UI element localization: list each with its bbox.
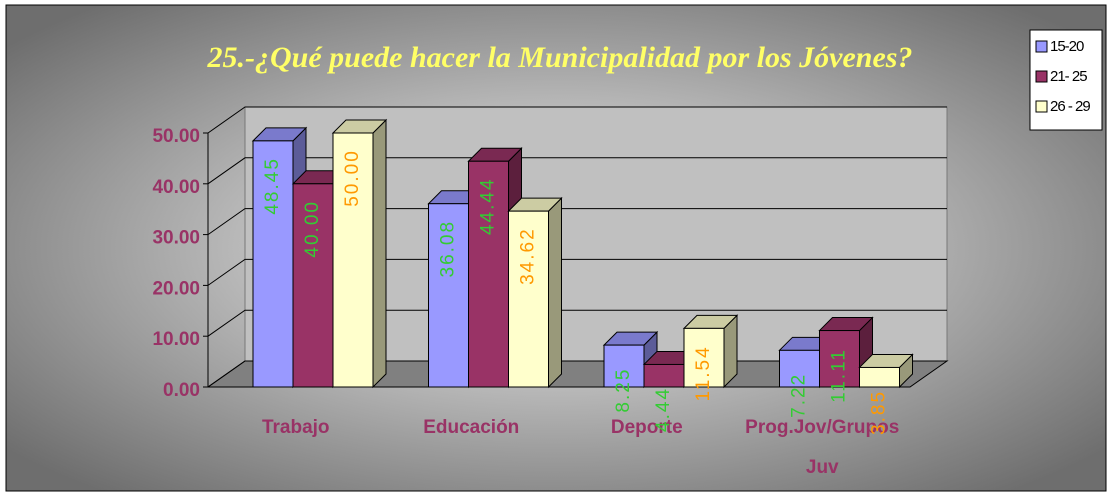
value-label: 48.45 bbox=[262, 157, 283, 215]
bar bbox=[332, 132, 374, 388]
value-label: 50.00 bbox=[342, 149, 363, 207]
legend-swatch bbox=[1035, 100, 1048, 113]
bar bbox=[779, 349, 820, 388]
bar bbox=[508, 210, 549, 388]
x-tick-label: Trabajo bbox=[262, 417, 330, 438]
x-tick-label: Prog.Jov/Grupos Juv bbox=[745, 417, 899, 478]
bar bbox=[643, 363, 685, 388]
legend-label: 26 - 29 bbox=[1050, 98, 1090, 115]
legend-label: 15-20 bbox=[1050, 38, 1084, 55]
bar-side bbox=[548, 196, 562, 389]
bar bbox=[819, 330, 860, 388]
value-label: 44.44 bbox=[478, 177, 499, 235]
y-tick-label: 50.00 bbox=[152, 126, 200, 147]
grid-line bbox=[207, 208, 947, 236]
value-label: 36.08 bbox=[438, 220, 459, 278]
grid-line bbox=[207, 157, 947, 185]
value-label: 8.25 bbox=[613, 368, 634, 413]
value-label: 34.62 bbox=[518, 227, 539, 285]
legend-swatch bbox=[1035, 70, 1048, 83]
bar bbox=[428, 203, 469, 388]
x-tick-label: Deporte bbox=[611, 417, 683, 438]
value-label: 11.11 bbox=[829, 348, 850, 403]
y-tick-label: 0.00 bbox=[163, 380, 200, 401]
y-tick-label: 30.00 bbox=[152, 228, 200, 249]
value-label: 3.85 bbox=[869, 390, 890, 435]
value-label: 4.44 bbox=[653, 387, 674, 432]
y-tick-label: 20.00 bbox=[152, 278, 200, 299]
legend-swatch bbox=[1035, 40, 1048, 53]
bar bbox=[683, 327, 725, 388]
y-tick-label: 40.00 bbox=[152, 177, 200, 198]
value-label: 7.22 bbox=[789, 373, 810, 418]
bar bbox=[859, 366, 900, 388]
chart-title: 25.-¿Qué puede hacer la Municipalidad po… bbox=[207, 41, 913, 74]
grid-line bbox=[207, 258, 947, 286]
value-label: 40.00 bbox=[302, 200, 323, 258]
grid-line bbox=[207, 106, 947, 134]
legend-label: 21- 25 bbox=[1050, 68, 1087, 85]
bar bbox=[252, 140, 294, 388]
x-tick-label: Educación bbox=[423, 417, 519, 438]
bar-side bbox=[372, 118, 387, 389]
y-tick-label: 10.00 bbox=[152, 329, 200, 350]
bar bbox=[468, 160, 509, 388]
bar bbox=[603, 344, 645, 388]
grid-line bbox=[207, 309, 947, 337]
value-label: 11.54 bbox=[693, 345, 714, 401]
bar bbox=[292, 183, 334, 388]
